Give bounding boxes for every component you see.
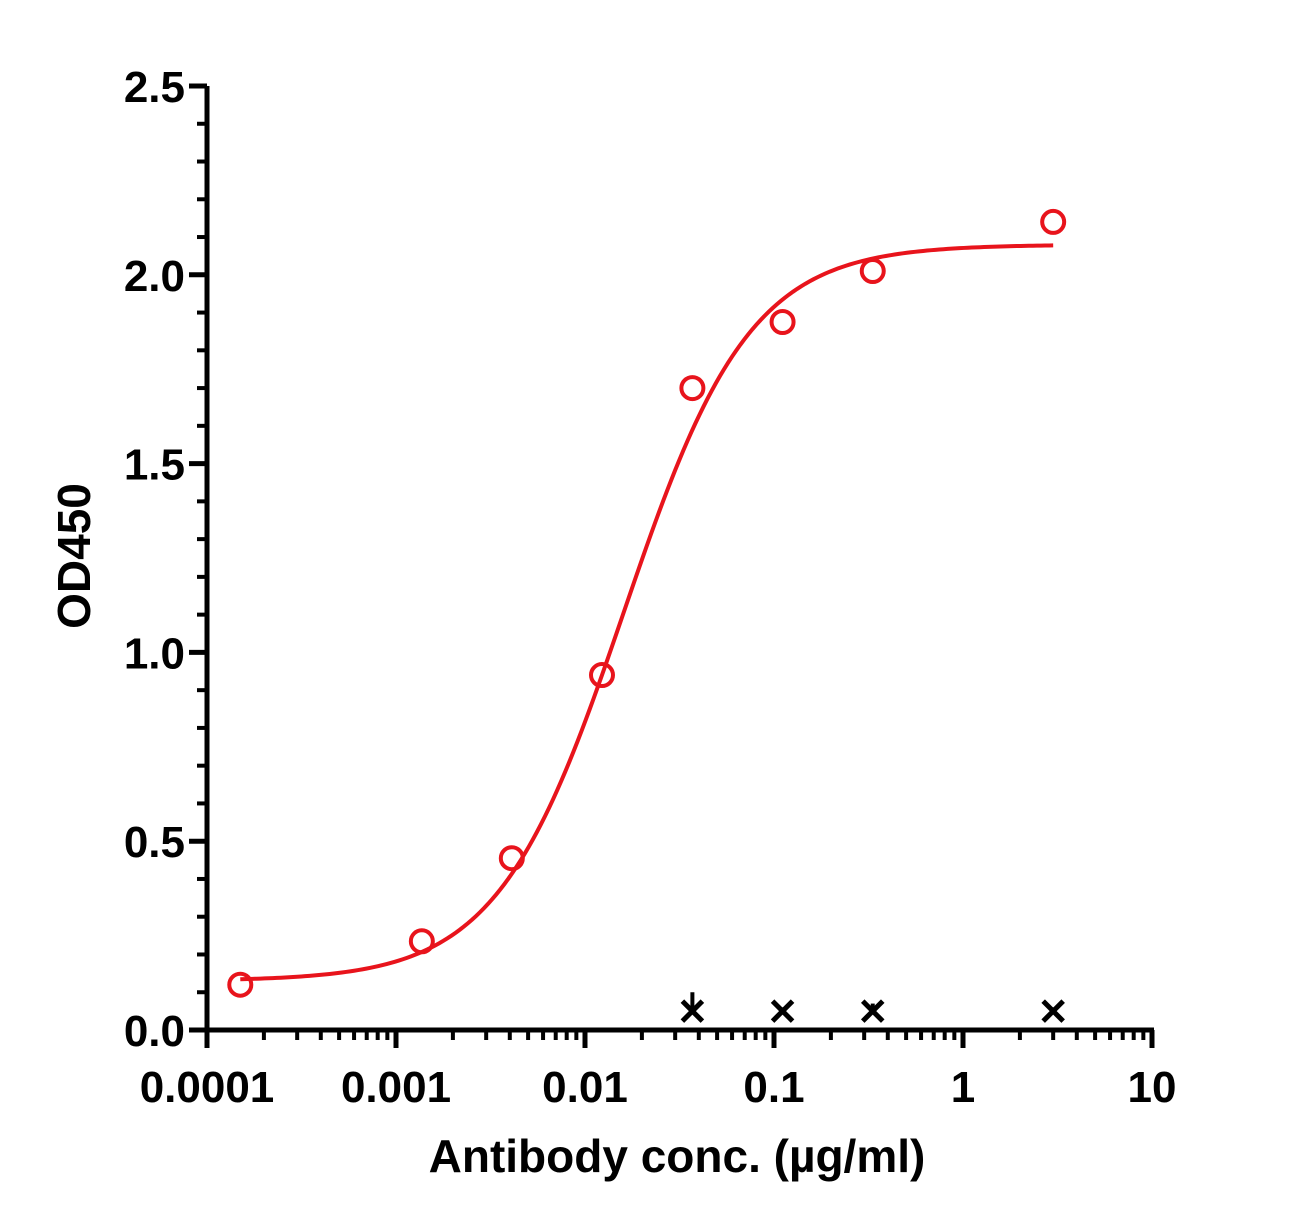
x-tick-label: 0.01 — [542, 1063, 628, 1112]
data-point-circle — [769, 309, 796, 335]
data-point-x — [1041, 999, 1065, 1023]
data-point-circle — [498, 845, 525, 872]
y-tick-label: 1.0 — [124, 629, 185, 678]
y-tick-label: 2.5 — [124, 63, 185, 112]
x-axis: 0.0001 0.001 0.01 0.1 1 10 — [140, 1027, 1177, 1112]
data-point-circle — [227, 971, 254, 998]
x-axis-title: Antibody conc. (µg/ml) — [429, 1130, 926, 1182]
data-point-circle — [1040, 208, 1067, 235]
data-point-x — [680, 999, 705, 1023]
x-tick-label: 0.001 — [341, 1063, 451, 1112]
data-point-circle — [679, 375, 706, 402]
x-tick-label: 1 — [951, 1063, 975, 1112]
data-point-x — [770, 999, 795, 1023]
fit-curves — [240, 243, 1054, 982]
y-tick-label: 2.0 — [124, 252, 185, 301]
data-point-x — [860, 999, 885, 1023]
y-tick-label: 0.5 — [124, 818, 185, 867]
y-axis-title: OD450 — [48, 483, 100, 629]
data-point-circle — [859, 258, 886, 285]
data-point-circle — [408, 928, 435, 955]
x-tick-label: 0.1 — [743, 1063, 804, 1112]
fit-curve — [240, 243, 1054, 982]
y-axis: 0.0 0.5 1.0 1.5 2.0 2.5 — [124, 63, 210, 1056]
y-tick-label: 0.0 — [124, 1007, 185, 1056]
x-tick-label: 10 — [1128, 1063, 1177, 1112]
x-tick-label: 0.0001 — [140, 1063, 275, 1112]
data-point-circle — [588, 662, 615, 689]
data-points — [227, 208, 1067, 1023]
y-tick-label: 1.5 — [124, 441, 185, 490]
